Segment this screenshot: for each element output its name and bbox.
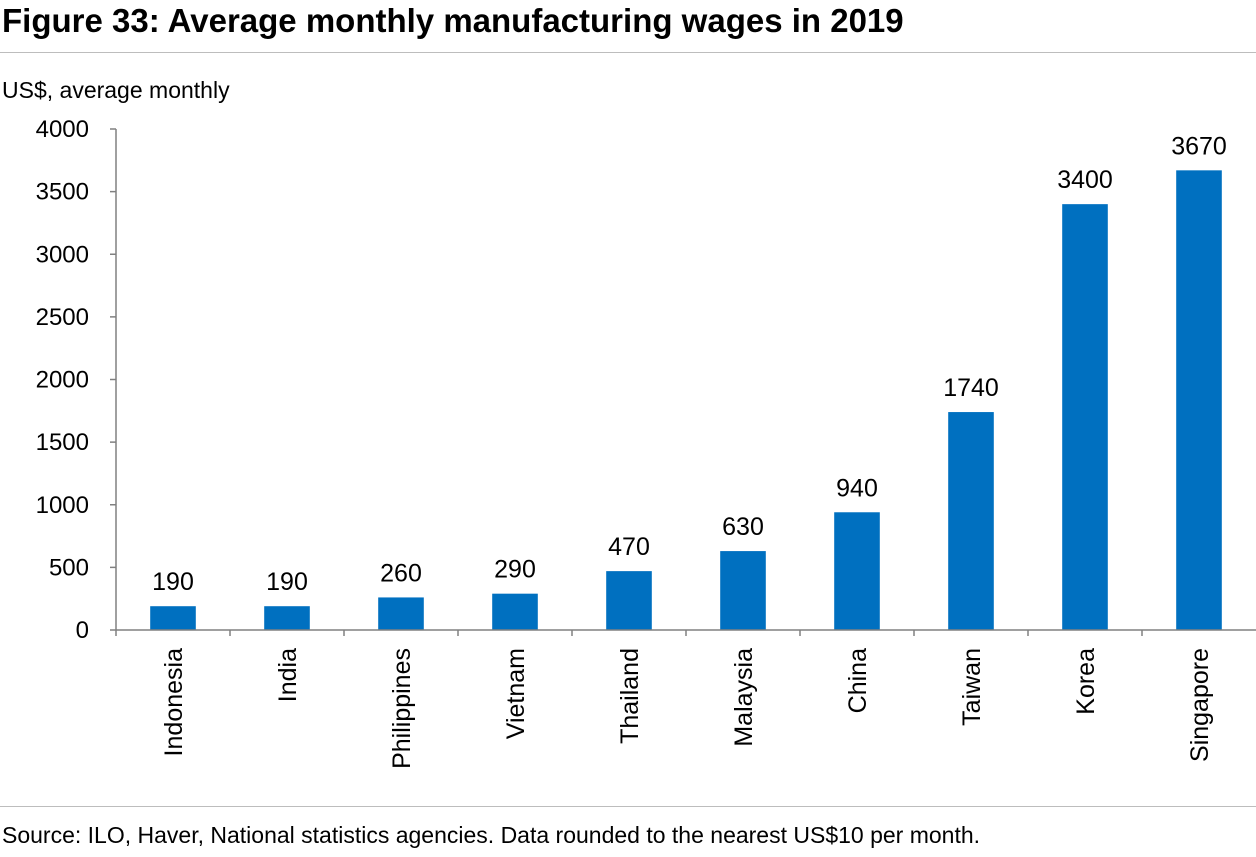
x-tick-label: India [274, 648, 302, 702]
x-tick-label: Singapore [1186, 648, 1214, 762]
data-label: 3400 [1057, 166, 1113, 194]
bar-philippines [378, 597, 424, 630]
x-tick-label: Thailand [616, 648, 644, 744]
y-tick-label: 1500 [36, 429, 89, 456]
data-label: 1740 [943, 374, 999, 402]
y-tick-label: 500 [49, 554, 89, 581]
data-label: 190 [266, 568, 308, 596]
y-tick-label: 2000 [36, 367, 89, 394]
bars [150, 170, 1222, 630]
source-note: Source: ILO, Haver, National statistics … [2, 822, 981, 848]
bar-korea [1062, 204, 1108, 630]
bar-singapore [1176, 170, 1222, 630]
footer-divider [0, 806, 1256, 807]
bar-indonesia [150, 606, 196, 630]
y-tick-label: 2500 [36, 304, 89, 331]
y-tick-label: 3000 [36, 241, 89, 268]
bar-malaysia [720, 551, 766, 630]
chart-title: Figure 33: Average monthly manufacturing… [2, 2, 904, 39]
bar-taiwan [948, 412, 994, 630]
x-tick-label: China [844, 648, 872, 713]
x-axis-ticks [115, 630, 1143, 636]
data-label: 260 [380, 559, 422, 587]
data-label: 290 [494, 556, 536, 584]
x-tick-label: Korea [1072, 648, 1100, 715]
y-tick-label: 3500 [36, 179, 89, 206]
bar-vietnam [492, 593, 538, 630]
bar-thailand [606, 571, 652, 630]
x-tick-label: Indonesia [160, 648, 188, 757]
bar-china [834, 512, 880, 630]
y-tick-label: 4000 [36, 116, 89, 143]
data-labels: 190 190 260 290 470 630 940 1740 3400 3670 [152, 132, 1227, 596]
data-label: 630 [722, 513, 764, 541]
y-axis-ticks: 0 500 1000 1500 2000 2500 3000 3500 4000 [36, 116, 116, 644]
bar-chart: US$, average monthly 0 500 1000 1500 2000 250… [2, 77, 1256, 769]
bar-india [264, 606, 310, 630]
data-label: 940 [836, 474, 878, 502]
x-tick-label: Vietnam [502, 648, 530, 739]
y-axis-title: US$, average monthly [2, 77, 230, 103]
data-label: 470 [608, 533, 650, 561]
y-tick-label: 0 [76, 617, 89, 644]
data-label: 3670 [1171, 132, 1227, 160]
title-divider [0, 52, 1256, 53]
y-tick-label: 1000 [36, 492, 89, 519]
x-tick-label: Malaysia [730, 648, 758, 747]
x-axis-labels: Indonesia India Philippines Vietnam Thailand… [160, 648, 1214, 769]
y-axis-title-group: US$, average monthly [2, 77, 230, 103]
x-tick-label: Taiwan [958, 648, 986, 726]
x-tick-label: Philippines [388, 648, 416, 769]
data-label: 190 [152, 568, 194, 596]
